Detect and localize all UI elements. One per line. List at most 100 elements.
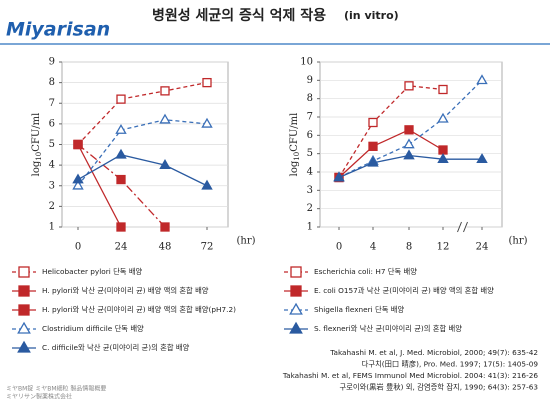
y-tick-label: 4: [49, 160, 55, 171]
footer: ミヤBM錠 ミヤBM細粒 製品情報概要: [6, 385, 106, 393]
point: [115, 123, 127, 134]
y-axis-label-part: 10: [293, 152, 301, 161]
point: [367, 156, 379, 167]
legend-label: Escherichia coli: H7 단독 배양: [314, 267, 417, 276]
y-tick-label: 1: [49, 222, 55, 233]
point: [438, 145, 448, 155]
point: [18, 304, 30, 316]
point: [116, 222, 126, 232]
y-tick-label: 7: [49, 98, 55, 109]
series-line: [77, 119, 208, 187]
y-axis-label: log10CFU/ml: [289, 113, 302, 177]
legend-label: H. pylori와 낙산 균(미야이리 균) 배양 액의 혼합 배양: [42, 286, 209, 295]
y-axis-label-part: log: [31, 160, 42, 176]
y-axis-label: log10CFU/ml: [31, 113, 44, 177]
point: [17, 321, 31, 334]
y-axis-label-part: log: [289, 160, 300, 176]
y-tick-label: 9: [307, 75, 313, 86]
series-line: [338, 129, 444, 178]
x-tick-label: 24: [115, 242, 128, 253]
point: [160, 86, 170, 96]
x-unit: (hr): [508, 236, 527, 247]
point: [290, 266, 302, 278]
title: 병원성 세균의 증식 억제 작용: [152, 7, 326, 24]
legend-label: S. flexneri와 낙산 균(미야이리 균)의 혼합 배양: [314, 324, 462, 333]
title-note: (in vitro): [344, 9, 399, 22]
y-tick-label: 1: [307, 222, 313, 233]
point: [72, 173, 84, 184]
reference: 다구치(田口 晴彦), Pro. Med. 1997; 17(5): 1405-…: [362, 360, 539, 369]
y-tick-label: 5: [49, 139, 55, 150]
legend-label: Shigella flexneri 단독 배양: [314, 305, 404, 314]
y-tick-label: 2: [307, 203, 313, 214]
point: [368, 117, 378, 128]
point: [437, 112, 449, 123]
point: [18, 285, 30, 297]
series-line: [338, 85, 444, 178]
point: [116, 174, 126, 185]
y-tick-label: 5: [307, 148, 313, 159]
point: [159, 113, 171, 124]
point: [160, 222, 170, 232]
x-tick-label: 48: [159, 242, 172, 253]
y-axis-label-part: 10: [35, 152, 43, 161]
y-tick-label: 8: [307, 93, 313, 104]
reference: 구로이와(黒岩 豊秋) 외, 감염증학 잡지, 1990; 64(3): 257…: [339, 383, 538, 392]
point: [202, 77, 212, 88]
y-tick-label: 4: [307, 167, 313, 178]
axis-break-gap: [459, 223, 467, 231]
legend-label: Helicobacter pylori 단독 배양: [42, 267, 143, 276]
x-tick-label: 12: [437, 242, 450, 253]
point: [116, 94, 126, 104]
legend-label: Clostridium difficile 단독 배양: [42, 324, 144, 333]
point: [115, 148, 127, 159]
point: [368, 141, 378, 151]
logo: Miyarisan: [6, 19, 110, 41]
point: [201, 117, 213, 128]
x-tick-label: 24: [476, 242, 489, 253]
legend-label: C. difficile와 낙산 균(미야이리 균)의 혼합 배양: [42, 343, 190, 352]
reference: Takahashi M. et al, J. Med. Microbiol, 2…: [329, 348, 538, 357]
point: [159, 159, 171, 169]
point: [17, 340, 31, 353]
x-tick-label: 0: [336, 242, 342, 253]
point: [201, 179, 213, 190]
point: [404, 81, 414, 91]
reference: Takahashi M. et al, FEMS Immunol Med Mic…: [282, 371, 538, 380]
x-unit: (hr): [236, 236, 255, 247]
point: [72, 179, 84, 190]
references: Takahashi M. et al, J. Med. Microbiol, 2…: [282, 348, 539, 392]
series-line: [77, 81, 208, 145]
legend-label: E. coli O157과 낙산 균(미야이리 균) 배양 액의 혼합 배양: [314, 286, 494, 295]
y-tick-label: 6: [307, 130, 313, 141]
x-tick-label: 0: [75, 242, 81, 253]
point: [18, 266, 30, 278]
x-tick-label: 4: [370, 242, 376, 253]
point: [289, 302, 303, 315]
y-axis-label-part: CFU/ml: [289, 113, 300, 152]
point: [437, 153, 449, 164]
footer: ミヤリサン製薬株式会社: [6, 393, 72, 401]
point: [73, 139, 83, 150]
point: [404, 125, 414, 135]
point: [476, 153, 488, 164]
point: [403, 138, 415, 149]
point: [476, 74, 488, 85]
point: [290, 285, 302, 297]
y-tick-label: 7: [307, 112, 313, 123]
series-line: [77, 144, 122, 228]
y-tick-label: 10: [300, 57, 313, 68]
point: [289, 321, 303, 334]
axis-break: [457, 221, 468, 233]
x-tick-label: 8: [406, 242, 412, 253]
y-tick-label: 3: [49, 180, 55, 191]
series-line: [77, 154, 208, 187]
y-tick-label: 9: [49, 57, 55, 68]
point: [403, 149, 415, 160]
y-tick-label: 3: [307, 185, 313, 196]
x-tick-label: 72: [201, 242, 214, 253]
point: [438, 84, 448, 95]
point: [333, 171, 345, 182]
y-tick-label: 2: [49, 201, 55, 212]
